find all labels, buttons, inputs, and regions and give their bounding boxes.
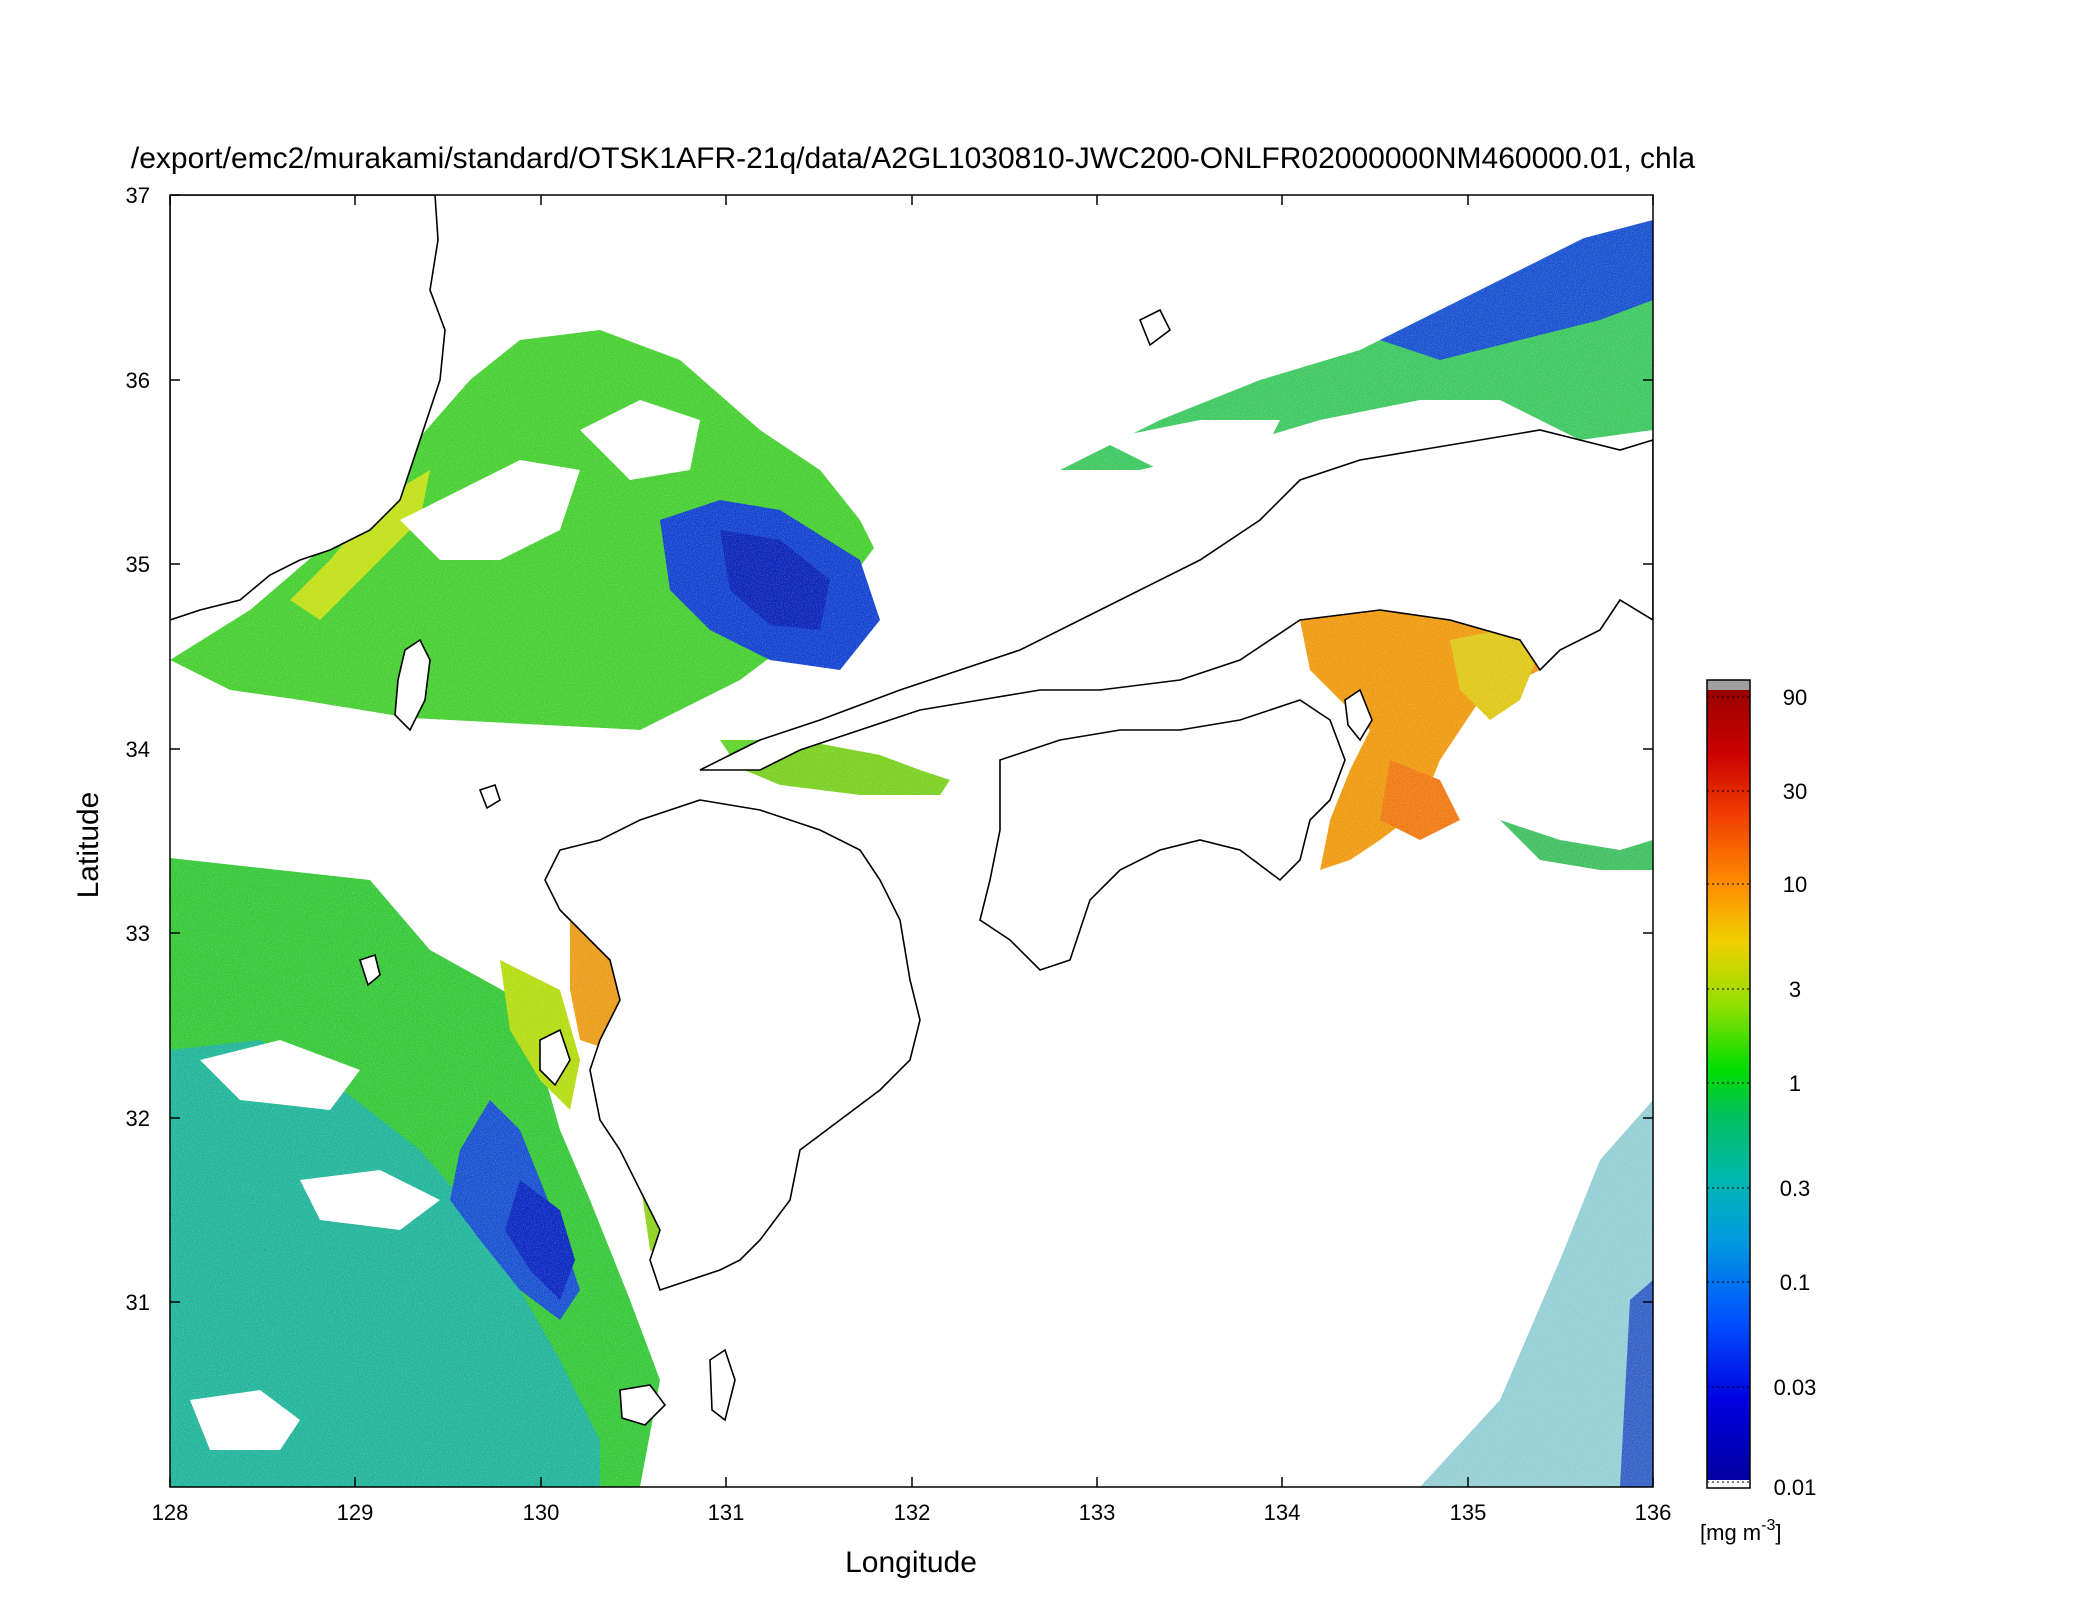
colorbar: 90 30 10 3 1 0.3 0.1 0.03 0.01 [mg m-3] <box>1700 679 1817 1545</box>
honshu-west <box>699 429 1653 771</box>
y-tick-label: 36 <box>126 368 150 393</box>
colorbar-unit-suffix: ] <box>1775 1520 1781 1545</box>
y-tick-label: 32 <box>126 1106 150 1131</box>
colorbar-tick: 0.01 <box>1774 1475 1817 1500</box>
colorbar-unit-exp: -3 <box>1761 1517 1775 1534</box>
colorbar-tick-lines <box>1707 696 1750 1483</box>
x-tick-label: 130 <box>523 1500 560 1525</box>
colorbar-gradient <box>1707 690 1750 1480</box>
figure-title: /export/emc2/murakami/standard/OTSK1AFR-… <box>131 142 1695 175</box>
colorbar-tick: 90 <box>1783 685 1807 710</box>
goto-islands <box>358 953 381 987</box>
colorbar-tick: 3 <box>1789 977 1801 1002</box>
colorbar-unit: [mg m-3] <box>1700 1517 1781 1545</box>
colorbar-cap <box>1707 680 1750 690</box>
y-axis: 37 36 35 34 33 32 31 Latitude <box>72 183 1653 1315</box>
x-axis: 128 129 130 131 132 133 134 135 136 Long… <box>152 195 1672 1579</box>
x-tick-marks <box>169 195 1654 1487</box>
x-tick-label: 128 <box>152 1500 189 1525</box>
oki-islands <box>1138 308 1172 347</box>
colorbar-tick: 0.1 <box>1780 1270 1811 1295</box>
colorbar-tick: 0.03 <box>1774 1375 1817 1400</box>
kyushu-island <box>544 799 921 1292</box>
tsushima-island <box>394 638 431 732</box>
y-tick-label: 34 <box>126 737 150 762</box>
colorbar-bottom-cap <box>1707 1480 1750 1488</box>
x-tick-label: 136 <box>1635 1500 1672 1525</box>
x-tick-label: 132 <box>894 1500 931 1525</box>
colorbar-unit-prefix: [mg m <box>1700 1520 1761 1545</box>
colorbar-tick: 0.3 <box>1780 1176 1811 1201</box>
x-axis-label: Longitude <box>845 1546 977 1579</box>
colorbar-tick: 10 <box>1783 872 1807 897</box>
awaji-island <box>1344 688 1373 742</box>
y-tick-label: 33 <box>126 921 150 946</box>
land-masses <box>170 195 1653 1426</box>
x-tick-label: 133 <box>1079 1500 1116 1525</box>
x-tick-label: 129 <box>337 1500 374 1525</box>
korea-peninsula <box>170 195 446 621</box>
amakusa-island <box>539 1028 571 1087</box>
colorbar-tick: 30 <box>1783 779 1807 804</box>
yakushima-island <box>619 1384 667 1426</box>
y-tick-label: 31 <box>126 1290 150 1315</box>
y-tick-marks <box>170 194 1653 1303</box>
colorbar-frame <box>1706 679 1751 1489</box>
x-tick-label: 131 <box>708 1500 745 1525</box>
x-tick-label: 135 <box>1450 1500 1487 1525</box>
y-tick-label: 35 <box>126 552 150 577</box>
y-tick-label: 37 <box>126 183 150 208</box>
map-plot-area <box>170 195 1653 1487</box>
iki-island <box>478 783 501 810</box>
x-tick-label: 134 <box>1264 1500 1301 1525</box>
colorbar-tick: 1 <box>1789 1071 1801 1096</box>
shikoku-island <box>979 699 1346 971</box>
y-axis-label: Latitude <box>72 792 105 899</box>
tanegashima-island <box>709 1348 736 1422</box>
